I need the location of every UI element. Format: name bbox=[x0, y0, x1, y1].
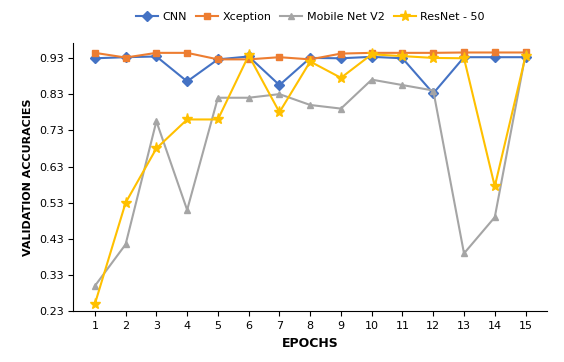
Xception bbox=[399, 51, 406, 55]
CNN bbox=[122, 55, 129, 59]
ResNet - 50 bbox=[276, 110, 283, 114]
Xception bbox=[368, 51, 375, 55]
CNN bbox=[214, 57, 221, 62]
Line: CNN: CNN bbox=[91, 53, 529, 97]
Mobile Net V2 bbox=[368, 77, 375, 82]
CNN bbox=[491, 55, 498, 59]
Xception bbox=[214, 57, 221, 62]
CNN bbox=[522, 55, 529, 59]
Mobile Net V2 bbox=[122, 242, 129, 247]
Xception bbox=[430, 51, 437, 55]
ResNet - 50 bbox=[245, 53, 252, 58]
CNN bbox=[461, 55, 468, 59]
Xception bbox=[91, 51, 98, 55]
CNN bbox=[399, 56, 406, 60]
Mobile Net V2 bbox=[491, 215, 498, 219]
Mobile Net V2 bbox=[153, 119, 160, 123]
CNN bbox=[245, 54, 252, 59]
CNN bbox=[307, 56, 314, 60]
ResNet - 50 bbox=[368, 52, 375, 56]
Xception bbox=[276, 55, 283, 59]
Mobile Net V2 bbox=[430, 88, 437, 93]
X-axis label: EPOCHS: EPOCHS bbox=[282, 337, 338, 350]
ResNet - 50 bbox=[338, 76, 345, 80]
Mobile Net V2 bbox=[245, 96, 252, 100]
Mobile Net V2 bbox=[276, 92, 283, 96]
CNN bbox=[184, 79, 191, 84]
Mobile Net V2 bbox=[522, 52, 529, 56]
Y-axis label: VALIDATION ACCURACIES: VALIDATION ACCURACIES bbox=[23, 98, 33, 256]
ResNet - 50 bbox=[214, 117, 221, 122]
CNN bbox=[153, 54, 160, 59]
Xception bbox=[122, 55, 129, 60]
Mobile Net V2 bbox=[461, 251, 468, 256]
Mobile Net V2 bbox=[214, 96, 221, 100]
Xception bbox=[307, 57, 314, 62]
Line: Mobile Net V2: Mobile Net V2 bbox=[91, 51, 529, 290]
Mobile Net V2 bbox=[399, 83, 406, 87]
Xception bbox=[245, 57, 252, 62]
CNN bbox=[91, 56, 98, 60]
ResNet - 50 bbox=[522, 54, 529, 58]
ResNet - 50 bbox=[153, 146, 160, 151]
ResNet - 50 bbox=[307, 59, 314, 64]
ResNet - 50 bbox=[399, 54, 406, 58]
ResNet - 50 bbox=[430, 56, 437, 60]
Mobile Net V2 bbox=[91, 284, 98, 288]
CNN bbox=[338, 56, 345, 60]
Xception bbox=[461, 50, 468, 55]
Mobile Net V2 bbox=[184, 208, 191, 212]
ResNet - 50 bbox=[461, 56, 468, 60]
CNN bbox=[430, 91, 437, 96]
Line: ResNet - 50: ResNet - 50 bbox=[89, 49, 531, 310]
Legend: CNN, Xception, Mobile Net V2, ResNet - 50: CNN, Xception, Mobile Net V2, ResNet - 5… bbox=[133, 9, 488, 25]
Line: Xception: Xception bbox=[91, 49, 529, 63]
CNN bbox=[276, 83, 283, 87]
ResNet - 50 bbox=[91, 302, 98, 306]
ResNet - 50 bbox=[491, 184, 498, 189]
Xception bbox=[338, 51, 345, 56]
CNN bbox=[368, 55, 375, 59]
Xception bbox=[153, 51, 160, 55]
Mobile Net V2 bbox=[338, 106, 345, 111]
Xception bbox=[184, 51, 191, 55]
ResNet - 50 bbox=[122, 201, 129, 205]
Xception bbox=[491, 50, 498, 55]
ResNet - 50 bbox=[184, 117, 191, 122]
Xception bbox=[522, 50, 529, 55]
Mobile Net V2 bbox=[307, 103, 314, 107]
